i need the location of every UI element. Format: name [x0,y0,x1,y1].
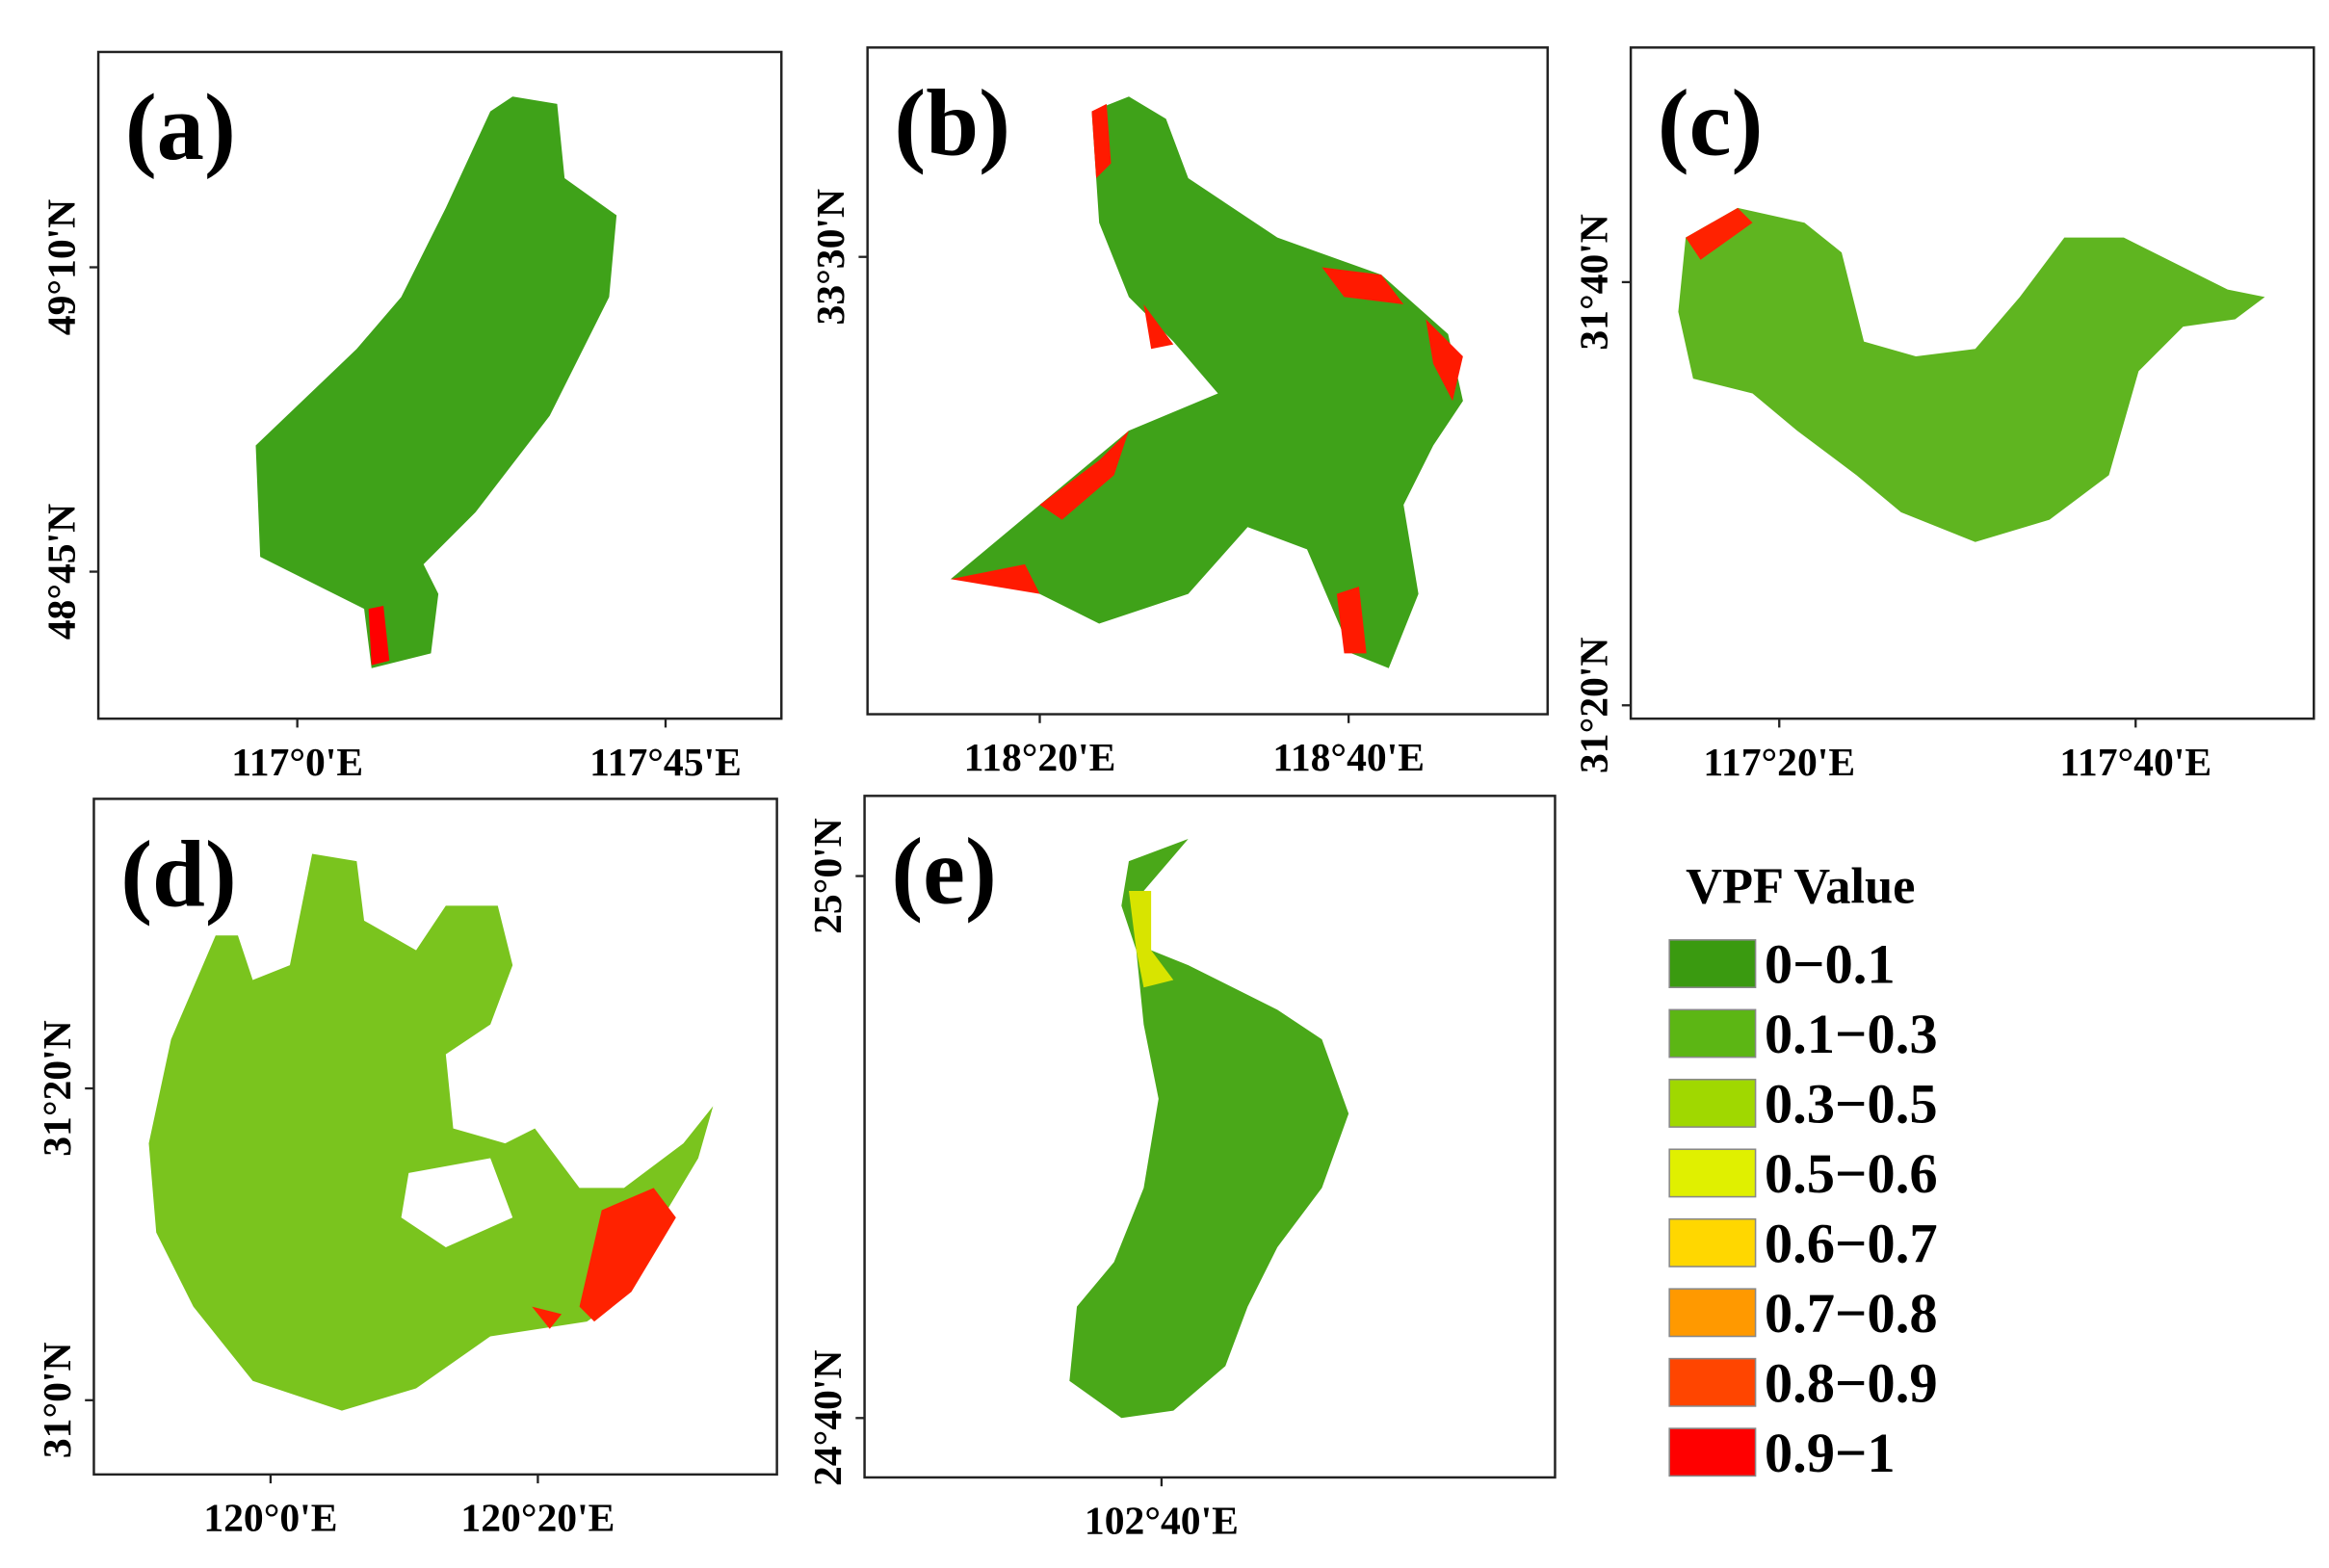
legend-label: 0.8−0.9 [1765,1351,1938,1414]
y-tick-label: 48°45'N [39,504,84,640]
x-tick-label: 120°0'E [203,1496,337,1540]
y-tick-label: 31°0'N [36,1342,80,1458]
lake [255,96,617,668]
panel-frame [96,50,783,720]
legend-label: 0.6−0.7 [1765,1212,1938,1274]
y-tick-label: 49°10'N [39,199,84,335]
lake [148,853,714,1411]
y-tick-label: 31°20'N [36,1020,80,1156]
legend-label: 0.1−0.3 [1765,1003,1938,1065]
lake [1069,839,1349,1419]
panel-label: (a) [125,75,236,180]
panel-frame [863,795,1557,1479]
x-tick-label: 117°20'E [1703,741,1855,785]
legend-swatch [1668,1217,1757,1267]
panel-frame [1629,46,2316,720]
legend-swatch [1668,1288,1757,1338]
legend-title: VPF Value [1686,858,1915,914]
panel-frame [92,797,778,1477]
legend-swatch [1668,1079,1757,1128]
legend-label: 0.9−1 [1765,1422,1896,1484]
legend-label: 0.5−0.6 [1765,1142,1938,1205]
x-tick-label: 117°45'E [589,741,742,785]
panel-label: (e) [891,819,997,924]
lake-patch [532,1188,676,1329]
x-tick-label: 118°40'E [1272,736,1425,780]
lake-patch [368,606,390,666]
legend-label: 0−0.1 [1765,933,1896,996]
island [401,1158,513,1247]
legend-swatch [1668,1357,1757,1407]
lake-patch [1686,207,1753,260]
legend-swatch [1668,1008,1757,1058]
lake [1678,207,2265,542]
legend-swatch [1668,1148,1757,1198]
legend-swatch [1668,1427,1757,1477]
legend-swatch [1668,939,1757,988]
panel-label: (c) [1658,70,1763,175]
x-tick-label: 118°20'E [964,736,1116,780]
y-tick-label: 31°40'N [1572,214,1616,350]
x-tick-label: 102°40'E [1085,1500,1239,1544]
panel-label: (d) [120,822,237,927]
panel-frame [866,46,1549,716]
y-tick-label: 31°20'N [1572,638,1616,773]
x-tick-label: 120°20'E [460,1496,615,1540]
lake [951,96,1463,668]
panel-label: (b) [894,70,1010,175]
x-tick-label: 117°40'E [2059,741,2211,785]
lake-patch [1129,891,1174,988]
legend-label: 0.7−0.8 [1765,1282,1938,1345]
y-tick-label: 33°30'N [809,189,853,325]
x-tick-label: 117°0'E [231,741,363,785]
legend-label: 0.3−0.5 [1765,1073,1938,1136]
y-tick-label: 25°0'N [806,818,850,934]
y-tick-label: 24°40'N [806,1350,850,1486]
